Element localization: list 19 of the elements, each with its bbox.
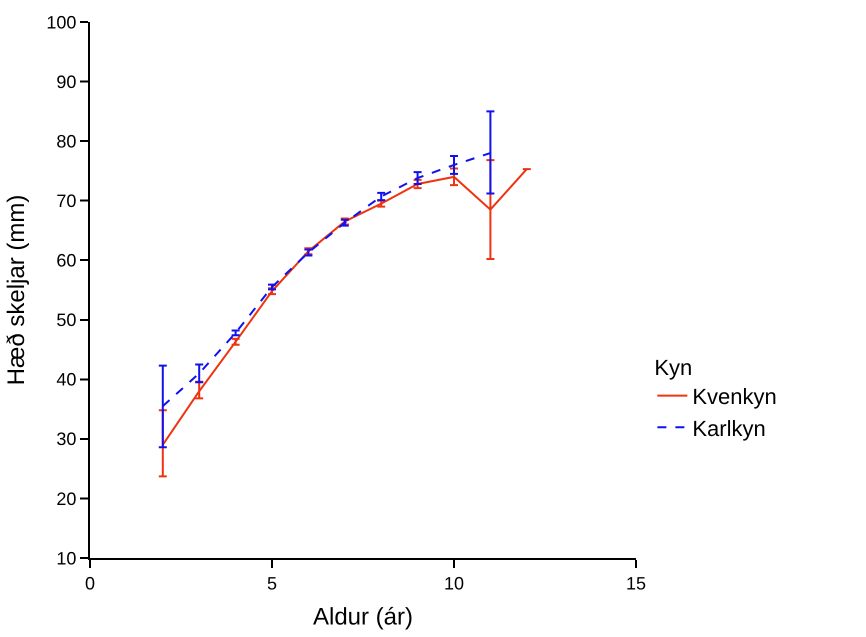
y-tick-label: 60	[56, 250, 76, 271]
x-tick-label: 15	[626, 574, 646, 594]
y-tick-label: 10	[56, 548, 76, 568]
y-tick-label: 20	[56, 488, 76, 509]
x-tick-label: 10	[444, 574, 464, 594]
x-axis-title: Aldur (ár)	[312, 603, 414, 630]
y-tick-label: 100	[46, 12, 76, 32]
x-tick-label: 0	[84, 574, 96, 594]
legend-title: Kyn	[654, 354, 692, 380]
x-tick-label: 5	[266, 574, 278, 594]
legend-label: Kvenkyn	[692, 384, 777, 410]
y-tick-label: 70	[56, 190, 76, 211]
y-tick-label: 30	[56, 429, 76, 450]
y-tick-label: 80	[56, 131, 76, 152]
y-tick-label: 40	[56, 370, 76, 390]
y-tick-label: 50	[56, 310, 76, 330]
y-axis-title: Hæð skeljar (mm)	[2, 194, 30, 386]
y-tick-label: 90	[56, 72, 76, 92]
legend-label: Karlkyn	[692, 416, 766, 441]
